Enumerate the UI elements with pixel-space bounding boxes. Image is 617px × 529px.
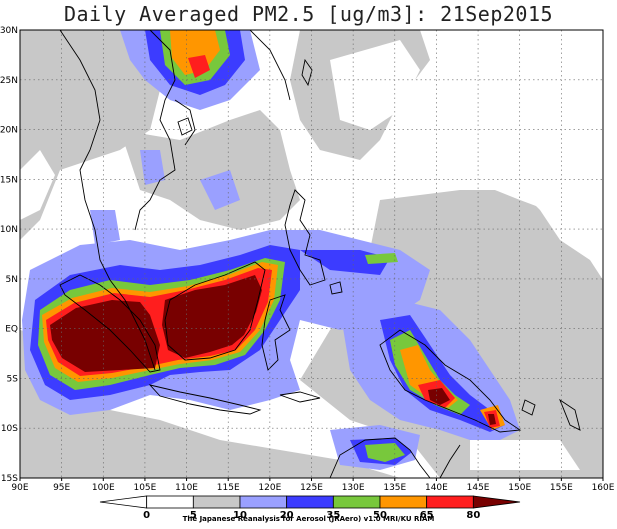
lat-tick-label: 5S bbox=[7, 374, 19, 384]
colorbar-label: 50 bbox=[373, 510, 387, 521]
pm25-field-0-5 bbox=[20, 40, 600, 470]
credit-line: The Japanese Reanalysis for Aerosol (JRA… bbox=[182, 515, 435, 523]
lon-tick-label: 140E bbox=[425, 483, 448, 493]
lat-tick-label: 10N bbox=[0, 225, 18, 235]
colorbar-label: 10 bbox=[233, 510, 247, 521]
lon-tick-label: 155E bbox=[550, 483, 573, 493]
lon-tick-label: 130E bbox=[342, 483, 365, 493]
lat-tick-label: 30N bbox=[0, 26, 18, 36]
lon-tick-label: 90E bbox=[11, 483, 28, 493]
colorbar-swatch bbox=[146, 495, 194, 509]
map-plot-area bbox=[19, 29, 604, 479]
longitude-axis-labels: 90E 95E 100E 105E 110E 115E 120E 125E 130E 135E 14… bbox=[11, 478, 615, 493]
colorbar-label: 0 bbox=[143, 510, 150, 521]
lat-tick-label: 15S bbox=[1, 474, 18, 484]
colorbar-label: 35 bbox=[326, 510, 340, 521]
colorbar-swatch bbox=[286, 495, 334, 509]
lon-tick-label: 135E bbox=[383, 483, 406, 493]
lat-tick-label: 5N bbox=[6, 275, 18, 285]
lon-tick-label: 105E bbox=[133, 483, 156, 493]
lon-tick-label: 115E bbox=[217, 483, 240, 493]
lon-tick-label: 160E bbox=[592, 483, 615, 493]
lat-tick-label: 15N bbox=[0, 175, 18, 185]
colorbar-swatch bbox=[332, 495, 381, 509]
lon-tick-label: 125E bbox=[300, 483, 323, 493]
lon-tick-label: 145E bbox=[467, 483, 490, 493]
colorbar-label: 20 bbox=[280, 510, 294, 521]
lat-tick-label: EQ bbox=[5, 325, 18, 335]
latitude-axis-labels: 30N 25N 20N 15N 10N 5N EQ 5S 10S 15S bbox=[0, 26, 18, 484]
colorbar: 0 5 10 20 35 50 65 80 bbox=[99, 495, 521, 521]
lon-tick-label: 110E bbox=[175, 483, 198, 493]
colorbar-label: 80 bbox=[466, 510, 480, 521]
colorbar-swatch bbox=[379, 495, 428, 509]
colorbar-swatch bbox=[99, 495, 148, 509]
colorbar-swatch bbox=[239, 495, 288, 509]
lat-tick-label: 25N bbox=[0, 76, 18, 86]
lon-tick-label: 95E bbox=[53, 483, 70, 493]
lon-tick-label: 120E bbox=[258, 483, 281, 493]
colorbar-swatch bbox=[472, 495, 521, 509]
colorbar-label: 65 bbox=[420, 510, 434, 521]
map-title: Daily Averaged PM2.5 [ug/m3]: 21Sep2015 bbox=[63, 2, 554, 26]
colorbar-swatch bbox=[192, 495, 241, 509]
lat-tick-label: 20N bbox=[0, 126, 18, 136]
lon-tick-label: 100E bbox=[92, 483, 115, 493]
colorbar-swatch bbox=[426, 495, 474, 509]
lon-tick-label: 150E bbox=[508, 483, 531, 493]
colorbar-label: 5 bbox=[190, 510, 197, 521]
pm25-field-80-plus bbox=[50, 275, 496, 425]
coastlines bbox=[59, 29, 581, 479]
lat-tick-label: 10S bbox=[1, 424, 18, 434]
